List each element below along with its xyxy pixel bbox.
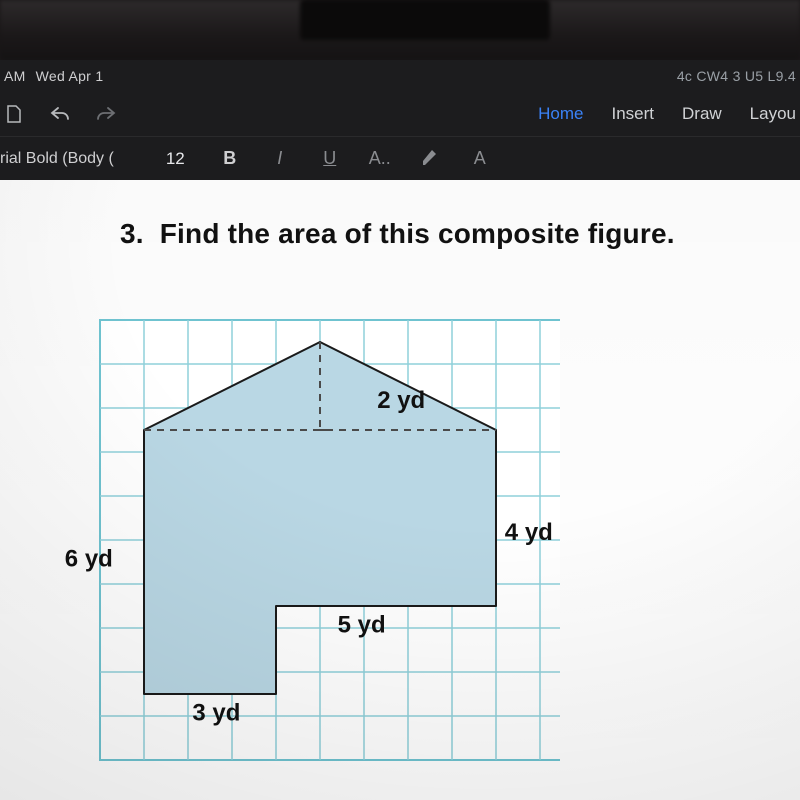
font-color-button[interactable]: A.. xyxy=(367,148,393,169)
status-date: Wed Apr 1 xyxy=(36,68,104,84)
document-page: 3. Find the area of this composite figur… xyxy=(0,180,800,800)
svg-text:6 yd: 6 yd xyxy=(65,545,113,572)
tab-insert[interactable]: Insert xyxy=(611,104,654,124)
toolbar-row-1: Home Insert Draw Layou xyxy=(0,92,800,136)
undo-icon[interactable] xyxy=(46,100,74,128)
toolbar-row-2: rial Bold (Body ( 12 B I U A.. A xyxy=(0,136,800,180)
ribbon-tabs: Home Insert Draw Layou xyxy=(538,104,800,124)
status-time: AM xyxy=(4,68,26,84)
tab-layout[interactable]: Layou xyxy=(750,104,796,124)
question-text: 3. Find the area of this composite figur… xyxy=(0,218,800,250)
font-size-select[interactable]: 12 xyxy=(158,149,193,169)
svg-text:3 yd: 3 yd xyxy=(192,699,240,726)
file-icon[interactable] xyxy=(0,100,28,128)
italic-button[interactable]: I xyxy=(267,148,293,169)
tab-home[interactable]: Home xyxy=(538,104,583,124)
svg-text:5 yd: 5 yd xyxy=(338,611,386,638)
svg-text:2 yd: 2 yd xyxy=(377,387,425,414)
tab-draw[interactable]: Draw xyxy=(682,104,722,124)
highlight-icon[interactable] xyxy=(417,147,443,170)
font-effects-button[interactable]: A xyxy=(467,148,493,169)
composite-figure: 2 yd 4 yd 6 yd 5 yd 3 yd xyxy=(60,300,560,800)
ipad-screen: AM Wed Apr 1 4c CW4 3 U5 L9.4 Home Inser… xyxy=(0,60,800,800)
ios-status-bar: AM Wed Apr 1 4c CW4 3 U5 L9.4 xyxy=(0,60,800,92)
question-number: 3. xyxy=(120,218,144,249)
document-filename: 4c CW4 3 U5 L9.4 xyxy=(677,68,796,84)
bold-button[interactable]: B xyxy=(217,148,243,169)
font-name-select[interactable]: rial Bold (Body ( xyxy=(0,150,134,168)
underline-button[interactable]: U xyxy=(317,148,343,169)
question-body: Find the area of this composite figure. xyxy=(160,218,675,249)
svg-text:4 yd: 4 yd xyxy=(505,519,553,546)
redo-icon[interactable] xyxy=(92,100,120,128)
